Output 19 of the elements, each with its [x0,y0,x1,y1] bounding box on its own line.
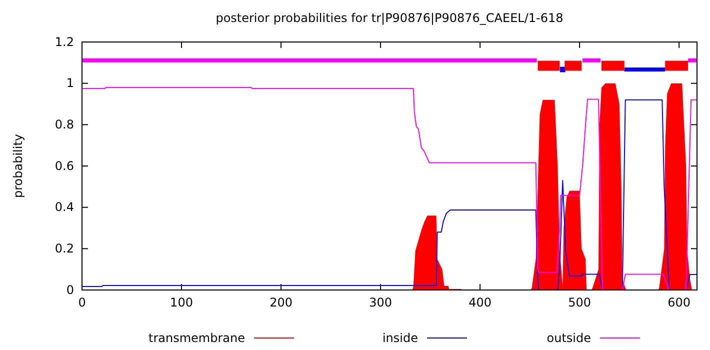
x-tick-label: 100 [170,296,193,310]
x-tick-label: 0 [78,296,86,310]
y-tick-label: 1 [66,76,74,90]
legend-label: inside [382,331,418,346]
y-tick-label: 0.2 [54,242,74,256]
chart-title: posterior probabilities for tr|P90876|P90876_CAEEL/1-618 [216,11,564,25]
y-tick-label: 0.8 [54,118,74,132]
y-tick-label: 0.6 [54,158,74,173]
x-tick-label: 500 [568,296,592,310]
x-tick-label: 400 [468,296,492,310]
legend-label: transmembrane [148,331,245,346]
y-tick-label: 1.2 [54,34,74,49]
x-tick-label: 600 [668,296,691,310]
y-tick-label: 0.4 [54,200,74,214]
y-axis-title: probability [11,134,25,198]
y-tick-label: 0 [66,282,74,297]
legend-label: outside [546,331,591,346]
x-tick-label: 200 [270,296,292,310]
x-tick-label: 300 [369,296,392,310]
